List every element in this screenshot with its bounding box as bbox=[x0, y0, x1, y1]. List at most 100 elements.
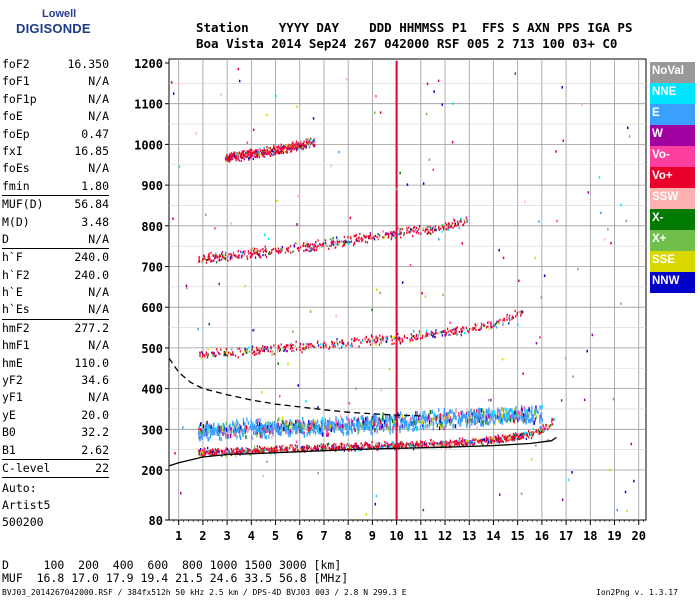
echo-point bbox=[208, 436, 210, 441]
echo-point bbox=[275, 423, 278, 428]
echo-point bbox=[230, 252, 232, 256]
echo-point bbox=[389, 427, 391, 431]
echo-point bbox=[264, 434, 266, 439]
echo-point bbox=[471, 412, 473, 417]
echo-point bbox=[229, 155, 231, 158]
echo-point bbox=[421, 414, 423, 419]
echo-point bbox=[486, 437, 488, 440]
param-row: yE 20.0 bbox=[2, 407, 109, 424]
echo-point bbox=[277, 250, 279, 253]
echo-point bbox=[512, 411, 514, 416]
echo-point bbox=[212, 453, 214, 456]
echo-point bbox=[525, 418, 527, 423]
echo-point bbox=[296, 419, 299, 424]
echo-point bbox=[365, 235, 368, 238]
param-value: 16.85 bbox=[74, 143, 109, 158]
echo-point bbox=[266, 151, 268, 154]
echo-point bbox=[306, 446, 308, 450]
echo-point bbox=[429, 443, 431, 446]
echo-point bbox=[391, 416, 393, 421]
echo-point bbox=[427, 423, 429, 428]
echo-point bbox=[226, 255, 228, 258]
echo-point bbox=[317, 340, 319, 343]
echo-point bbox=[286, 349, 288, 353]
echo-point bbox=[228, 253, 230, 256]
echo-point bbox=[330, 427, 332, 432]
echo-point bbox=[469, 443, 472, 446]
echo-point bbox=[366, 341, 368, 344]
echo-point bbox=[300, 140, 302, 143]
echo-point bbox=[247, 421, 249, 426]
echo-point bbox=[354, 416, 356, 421]
echo-point bbox=[266, 428, 268, 433]
echo-point bbox=[246, 417, 248, 422]
echo-point bbox=[286, 422, 288, 426]
echo-point bbox=[324, 420, 326, 425]
echo-point bbox=[506, 434, 508, 438]
echo-point bbox=[235, 451, 238, 455]
echo-point bbox=[468, 442, 471, 446]
noise-point bbox=[174, 452, 176, 455]
echo-point bbox=[368, 237, 370, 240]
echo-point bbox=[366, 425, 368, 430]
echo-point bbox=[441, 441, 443, 444]
echo-point bbox=[212, 351, 214, 354]
echo-point bbox=[291, 430, 293, 435]
echo-point bbox=[417, 416, 420, 421]
echo-point bbox=[345, 423, 348, 428]
echo-point bbox=[478, 441, 480, 444]
echo-point bbox=[513, 436, 515, 439]
echo-point bbox=[479, 439, 481, 442]
echo-point bbox=[298, 424, 300, 429]
echo-point bbox=[539, 431, 542, 434]
echo-point bbox=[299, 429, 301, 434]
echo-point bbox=[259, 426, 261, 431]
echo-point bbox=[208, 424, 210, 429]
echo-point bbox=[491, 440, 493, 443]
echo-point bbox=[456, 225, 458, 228]
echo-point bbox=[349, 446, 351, 450]
echo-point bbox=[275, 449, 277, 452]
echo-point bbox=[210, 431, 213, 436]
echo-point bbox=[372, 339, 374, 342]
echo-point bbox=[529, 431, 532, 434]
echo-point bbox=[391, 336, 393, 339]
echo-point bbox=[238, 256, 240, 259]
echo-point bbox=[424, 410, 426, 415]
echo-point bbox=[375, 336, 377, 339]
echo-point bbox=[242, 433, 244, 438]
echo-point bbox=[277, 150, 280, 153]
echo-point bbox=[423, 441, 425, 444]
echo-point bbox=[215, 254, 217, 257]
echo-point bbox=[475, 324, 477, 327]
echo-point bbox=[399, 336, 401, 339]
noise-point bbox=[380, 388, 383, 392]
echo-point bbox=[198, 424, 201, 429]
noise-point bbox=[437, 79, 440, 83]
echo-point bbox=[371, 426, 373, 431]
echo-point bbox=[200, 431, 202, 436]
echo-point bbox=[276, 349, 279, 352]
echo-point bbox=[226, 154, 228, 157]
echo-point bbox=[426, 416, 428, 421]
param-row: foEs N/A bbox=[2, 160, 109, 177]
echo-point bbox=[373, 339, 376, 342]
param-name: fmin bbox=[2, 178, 30, 193]
echo-point bbox=[485, 440, 488, 443]
param-row: fmin 1.80 bbox=[2, 178, 109, 195]
echo-point bbox=[429, 228, 432, 231]
echo-point bbox=[244, 154, 247, 157]
echo-point bbox=[418, 224, 421, 228]
echo-point bbox=[499, 415, 501, 420]
echo-point bbox=[351, 444, 353, 448]
echo-point bbox=[320, 243, 322, 246]
noise-point bbox=[628, 135, 631, 138]
echo-point bbox=[300, 343, 302, 346]
echo-point bbox=[392, 429, 394, 434]
echo-point bbox=[394, 448, 396, 451]
echo-point bbox=[329, 417, 331, 421]
noise-point bbox=[626, 509, 628, 513]
echo-point bbox=[354, 428, 356, 432]
echo-point bbox=[285, 350, 288, 353]
echo-point bbox=[455, 329, 457, 332]
